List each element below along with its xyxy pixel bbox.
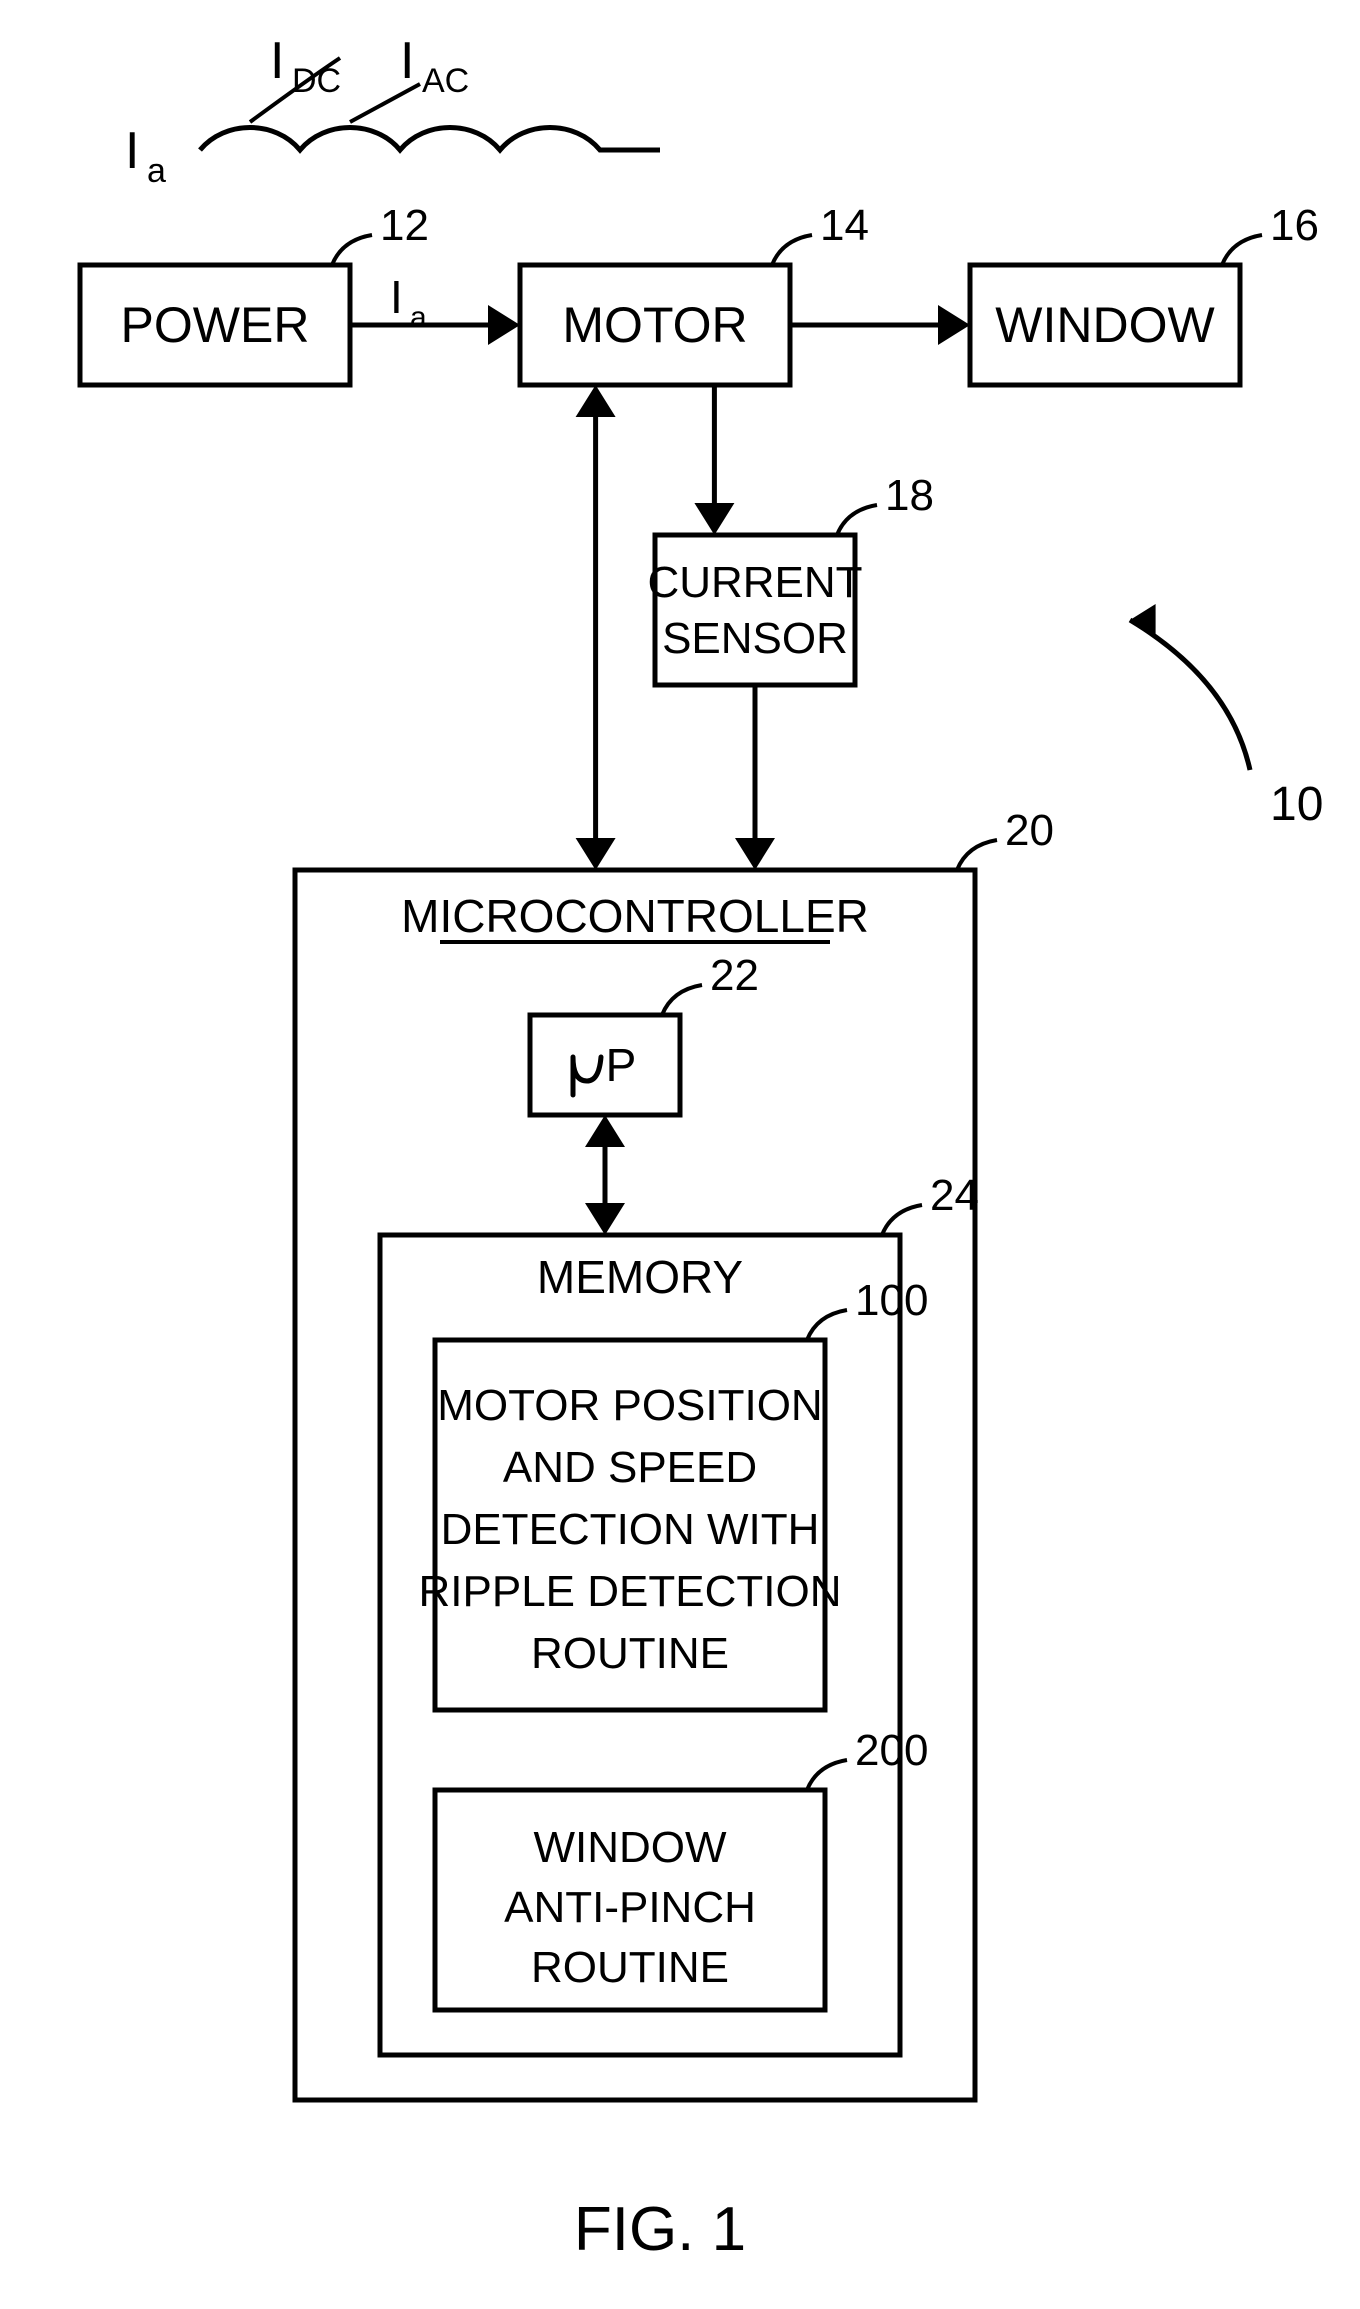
svg-text:CURRENT: CURRENT (647, 558, 862, 607)
svg-text:DC: DC (292, 62, 341, 100)
svg-text:100: 100 (855, 1276, 928, 1325)
svg-text:WINDOW: WINDOW (533, 1823, 727, 1872)
svg-text:POWER: POWER (121, 297, 310, 353)
svg-text:16: 16 (1270, 201, 1319, 250)
svg-text:18: 18 (885, 471, 934, 520)
svg-text:12: 12 (380, 201, 429, 250)
svg-text:AND SPEED: AND SPEED (503, 1443, 757, 1492)
svg-text:24: 24 (930, 1171, 979, 1220)
svg-text:AC: AC (422, 62, 469, 100)
svg-text:P: P (606, 1039, 637, 1091)
svg-text:I: I (390, 271, 403, 323)
svg-text:10: 10 (1270, 778, 1323, 831)
svg-text:ANTI-PINCH: ANTI-PINCH (504, 1883, 756, 1932)
svg-text:SENSOR: SENSOR (662, 614, 848, 663)
svg-text:RIPPLE DETECTION: RIPPLE DETECTION (419, 1567, 842, 1616)
svg-text:MOTOR: MOTOR (562, 297, 747, 353)
svg-text:ROUTINE: ROUTINE (531, 1943, 729, 1992)
svg-text:FIG. 1: FIG. 1 (574, 2195, 746, 2264)
svg-text:20: 20 (1005, 806, 1054, 855)
svg-text:MEMORY: MEMORY (537, 1251, 743, 1303)
svg-text:a: a (410, 301, 427, 334)
svg-text:WINDOW: WINDOW (995, 297, 1215, 353)
svg-text:I: I (400, 32, 414, 90)
svg-text:200: 200 (855, 1726, 928, 1775)
svg-text:MICROCONTROLLER: MICROCONTROLLER (401, 890, 869, 942)
svg-text:a: a (147, 152, 166, 190)
svg-text:ROUTINE: ROUTINE (531, 1629, 729, 1678)
svg-text:I: I (125, 122, 139, 180)
svg-text:22: 22 (710, 951, 759, 1000)
svg-text:I: I (270, 32, 284, 90)
svg-text:DETECTION WITH: DETECTION WITH (441, 1505, 820, 1554)
svg-text:MOTOR POSITION: MOTOR POSITION (437, 1381, 822, 1430)
svg-text:14: 14 (820, 201, 869, 250)
